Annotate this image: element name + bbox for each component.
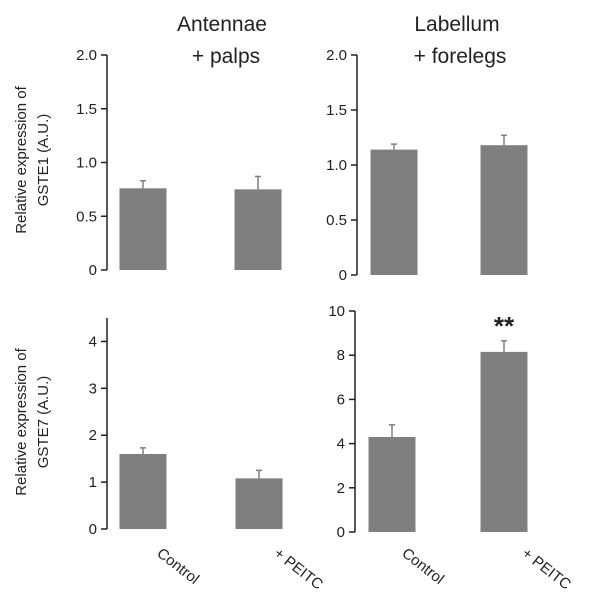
y-tick-label: 2 [337, 480, 345, 497]
bar-control [119, 188, 167, 270]
y-tick-label: 2 [89, 427, 97, 444]
y-tick-label: 0 [89, 262, 97, 279]
column-title-labellum-line1: Labellum [414, 13, 499, 36]
xlabel-peitc-right: + PEITC [519, 545, 575, 594]
y-tick-label: 2.0 [326, 47, 347, 64]
y-tick-label: 0.5 [76, 208, 97, 225]
bar-peitc [480, 351, 528, 532]
ylabel-gste7-line1: Relative expression of [13, 347, 30, 495]
bar-peitc [480, 145, 528, 275]
y-tick-label: 1.5 [76, 101, 97, 118]
panel-gste7-labellum: 0 2 4 6 8 10 ** [328, 303, 528, 541]
bar-peitc [235, 478, 283, 529]
bar-control [119, 453, 167, 529]
ylabel-gste1-line2: GSTE1 (A.U.) [35, 114, 52, 207]
y-tick-label: 1.5 [326, 102, 347, 119]
y-tick-label: 0 [337, 524, 345, 541]
y-tick-label: 4 [89, 333, 97, 350]
bar-peitc [234, 189, 282, 270]
panel-gste1-antennae: 0 0.5 1.0 1.5 2.0 [76, 47, 282, 279]
y-tick-label: 4 [337, 436, 345, 453]
y-tick-label: 1 [89, 474, 97, 491]
panel-gste1-labellum: 0 0.5 1.0 1.5 2.0 [326, 47, 528, 284]
y-tick-label: 1.0 [326, 157, 347, 174]
column-title-antennae-line2: + palps [192, 45, 260, 68]
panel-gste7-antennae: 0 1 2 3 4 [89, 318, 283, 538]
ylabel-gste1-line1: Relative expression of [13, 85, 30, 233]
bar-control [368, 436, 416, 532]
y-tick-label: 0 [339, 267, 347, 284]
significance-marker: ** [494, 311, 515, 341]
y-tick-label: 1.0 [76, 155, 97, 172]
bar-control [370, 149, 418, 275]
y-tick-label: 10 [328, 303, 345, 320]
y-tick-label: 0 [89, 521, 97, 538]
xlabel-control-left: Control [154, 545, 203, 588]
y-tick-label: 3 [89, 380, 97, 397]
xlabel-peitc-left: + PEITC [271, 545, 327, 594]
ylabel-gste7-line2: GSTE7 (A.U.) [35, 376, 52, 469]
y-tick-label: 8 [337, 347, 345, 364]
y-tick-label: 0.5 [326, 212, 347, 229]
xlabel-control-right: Control [399, 545, 448, 588]
column-title-labellum-line2: + forelegs [414, 45, 507, 68]
column-title-antennae-line1: Antennae [177, 13, 267, 36]
y-tick-label: 6 [337, 391, 345, 408]
y-tick-label: 2.0 [76, 47, 97, 64]
